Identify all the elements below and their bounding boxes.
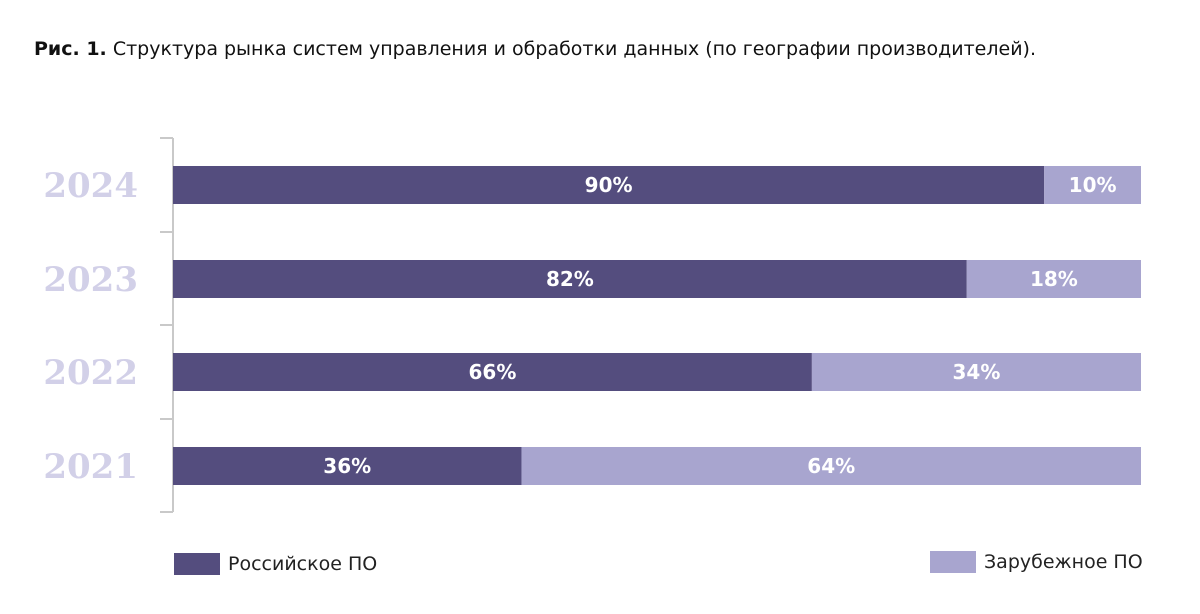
bar-foreign-2023 [966, 260, 1141, 298]
data-label-foreign-2023: 18% [1030, 267, 1078, 291]
legend-foreign: Зарубежное ПО [930, 551, 1143, 573]
bar-foreign-2022 [811, 353, 1141, 391]
bar-foreign-2021 [521, 447, 1141, 485]
year-label-2021: 2021 [43, 447, 138, 487]
data-label-russian-2022: 66% [469, 360, 517, 384]
figure-caption: Рис. 1. Структура рынка систем управлени… [34, 38, 1036, 60]
bar-russian-2022 [173, 353, 812, 391]
bar-russian-2023 [173, 260, 967, 298]
data-label-russian-2023: 82% [546, 267, 594, 291]
data-label-russian-2024: 90% [585, 173, 633, 197]
data-label-russian-2021: 36% [323, 454, 371, 478]
bar-foreign-2024 [1044, 166, 1141, 204]
legend-russian: Российское ПО [174, 553, 377, 575]
year-label-2023: 2023 [43, 260, 138, 300]
bar-russian-2021 [173, 447, 522, 485]
data-label-foreign-2022: 34% [953, 360, 1001, 384]
legend-russian-label: Российское ПО [228, 553, 378, 575]
data-label-foreign-2024: 10% [1069, 173, 1117, 197]
data-label-foreign-2021: 64% [807, 454, 855, 478]
caption-label: Рис. 1. [34, 38, 107, 60]
bar-russian-2024 [173, 166, 1045, 204]
legend-russian-swatch [174, 553, 220, 575]
year-label-2024: 2024 [43, 166, 138, 206]
caption-text: Структура рынка систем управления и обра… [112, 38, 1036, 60]
legend-foreign-label: Зарубежное ПО [984, 551, 1143, 573]
year-label-2022: 2022 [43, 353, 138, 393]
legend-foreign-swatch [930, 551, 976, 573]
